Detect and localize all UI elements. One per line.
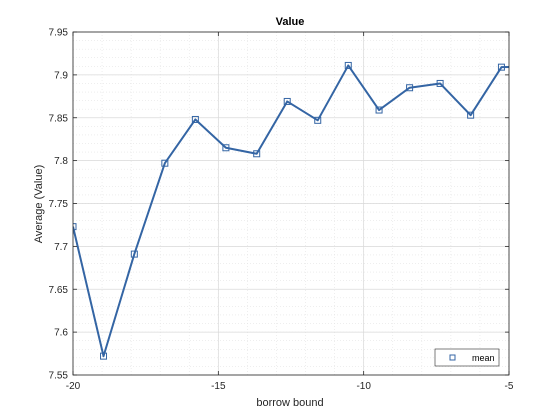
y-tick-label: 7.9: [54, 70, 68, 81]
data-point: [375, 106, 383, 114]
y-tick-label: 7.6: [54, 328, 68, 339]
series-line-mean: [73, 64, 509, 358]
y-tick-label: 7.8: [54, 156, 68, 167]
x-tick-label: -5: [505, 381, 514, 392]
y-tick-label: 7.65: [49, 285, 69, 296]
x-axis-title: borrow bound: [256, 397, 323, 409]
data-point: [130, 250, 138, 258]
series-group: [73, 61, 509, 360]
series-layer: [73, 61, 509, 360]
data-point: [497, 63, 505, 71]
x-tick-label: -20: [66, 381, 81, 392]
data-point: [191, 115, 199, 123]
y-tick-labels: 7.55 7.6 7.65 7.7 7.75 7.8 7.85 7.9 7.95: [49, 28, 69, 382]
legend-label-mean: mean: [472, 353, 495, 363]
data-point: [436, 79, 444, 87]
data-point: [283, 97, 291, 105]
data-point: [314, 116, 322, 124]
axis-ticks: [72, 31, 510, 376]
y-axis-title: Average (Value): [33, 165, 45, 243]
y-tick-label: 7.7: [54, 242, 68, 253]
x-tick-labels: -20 -15 -10 -5: [66, 381, 514, 392]
chart-title: Value: [276, 16, 305, 28]
y-tick-label: 7.75: [49, 199, 69, 210]
data-point: [100, 352, 108, 360]
data-point: [406, 84, 414, 92]
x-tick-label: -15: [211, 381, 226, 392]
y-tick-label: 7.55: [49, 371, 69, 382]
y-tick-label: 7.85: [49, 113, 69, 124]
data-point: [467, 111, 475, 119]
legend-box: [434, 348, 500, 367]
y-tick-label: 7.95: [49, 28, 69, 39]
legend: mean: [434, 348, 500, 367]
data-point: [344, 61, 352, 69]
x-tick-label: -10: [356, 381, 371, 392]
data-point: [161, 159, 169, 167]
data-point: [222, 144, 230, 152]
data-point: [73, 223, 77, 231]
data-point: [253, 150, 261, 158]
legend-marker: [449, 354, 456, 361]
